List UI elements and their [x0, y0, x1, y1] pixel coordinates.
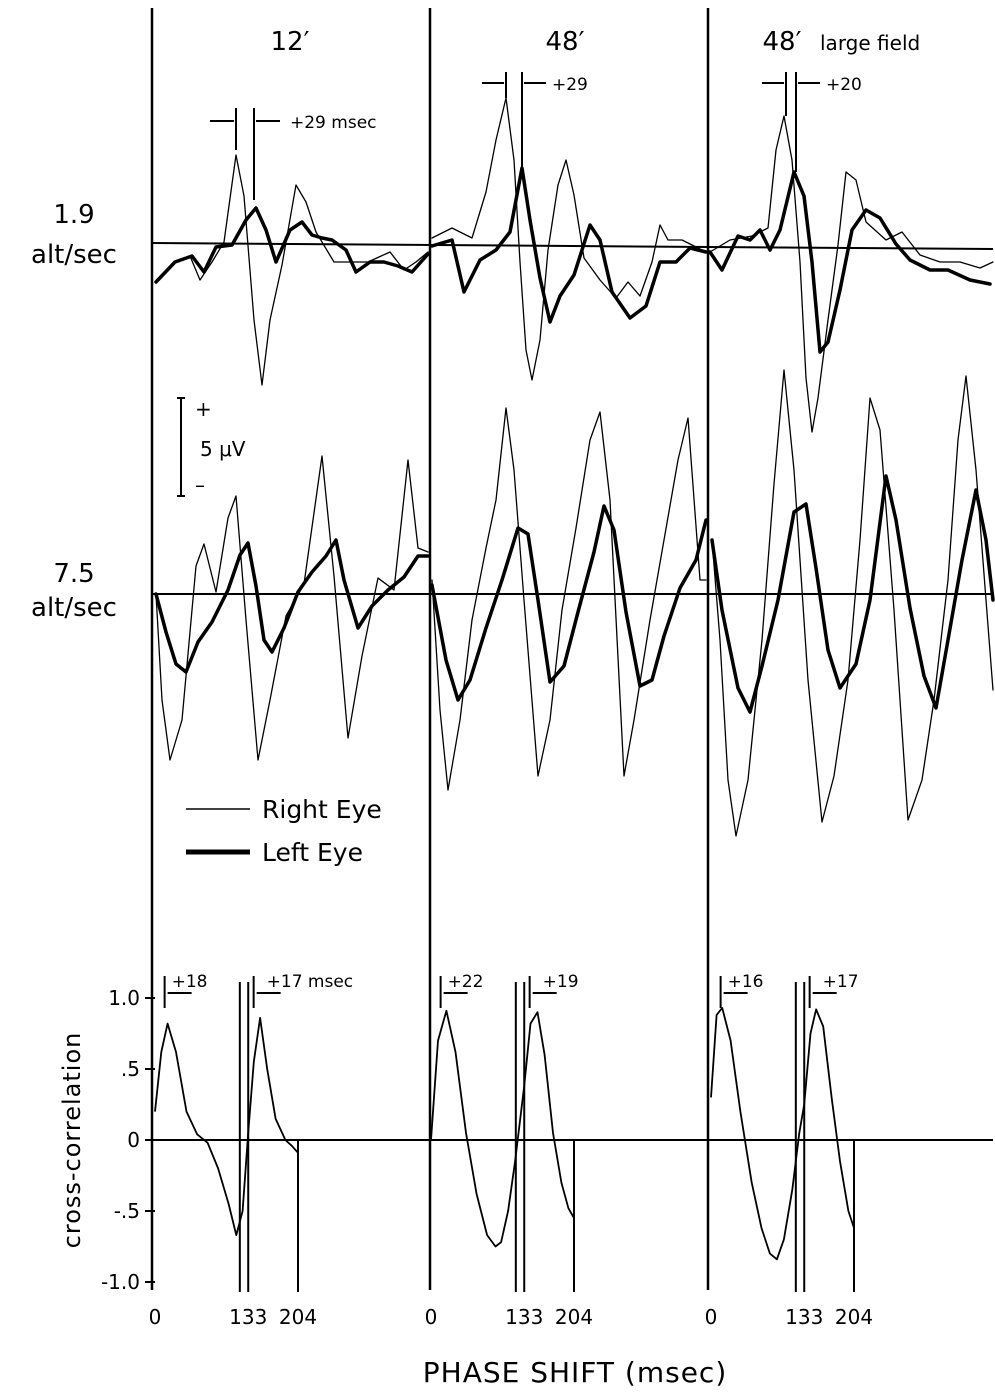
cc-delay-label: +22	[448, 972, 484, 992]
y-tick-label: -.5	[114, 1199, 140, 1223]
cross-correlation-panels: 0 133 204 +18 +17 msec 0 133 204 +22 +19 0 133 204 +1…	[149, 972, 873, 1329]
x-tick-label: 204	[279, 1305, 317, 1329]
trace-right-1-9-c	[709, 115, 994, 433]
x-tick-label: 204	[835, 1305, 873, 1329]
row-1-unit: alt/sec	[31, 240, 117, 270]
panel-dividers	[150, 8, 710, 1290]
cc-curve	[154, 1017, 299, 1236]
trace-right-7-5-a	[155, 455, 429, 761]
legend: Right Eye Left Eye	[186, 795, 382, 867]
cc-delay-label: +16	[728, 972, 764, 992]
x-tick-label: 133	[785, 1305, 823, 1329]
x-tick-label: 133	[229, 1305, 267, 1329]
delay-markers-1-9	[210, 72, 820, 200]
cc-delay-label: +19	[543, 972, 579, 992]
trace-right-7-5-b	[431, 407, 707, 791]
trace-left-7-5-b	[430, 504, 708, 702]
trace-right-1-9-b	[431, 97, 707, 381]
cc-delay-label: +18	[172, 972, 208, 992]
scale-bar-plus: +	[195, 397, 212, 421]
x-tick-label: 204	[555, 1305, 593, 1329]
scale-bar-minus: –	[195, 473, 205, 497]
row-2-rate: 7.5	[53, 559, 94, 589]
phase-shift-xlabel: PHASE SHIFT (msec)	[423, 1356, 728, 1389]
trace-left-1-9-c	[708, 170, 992, 354]
row-1-rate: 1.9	[53, 200, 94, 230]
delay-label-1-9-panel-1: +29 msec	[290, 113, 377, 133]
cc-delay-label: +17 msec	[267, 972, 354, 992]
y-tick-label: 0	[127, 1128, 140, 1152]
panel-title-1: 12′	[271, 27, 310, 57]
y-tick-label: -1.0	[101, 1270, 140, 1294]
trace-left-1-9-a	[154, 206, 430, 284]
scale-bar-label: 5 μV	[200, 437, 246, 461]
baseline-1-9	[151, 242, 994, 250]
trace-left-1-9-b	[430, 166, 708, 324]
trace-right-7-5-c	[711, 369, 994, 837]
cc-delay-label: +17	[823, 972, 859, 992]
x-tick-label: 0	[705, 1305, 718, 1329]
legend-label-right-eye: Right Eye	[262, 795, 382, 824]
panel-title-3-extra: large field	[820, 31, 920, 55]
delay-label-1-9-panel-2: +29	[552, 75, 588, 95]
delay-label-1-9-panel-3: +20	[826, 75, 862, 95]
x-tick-label: 133	[505, 1305, 543, 1329]
cc-panel-1: 0 133 204 +18 +17 msec	[149, 972, 354, 1329]
cc-curve	[710, 1007, 855, 1261]
x-tick-label: 0	[425, 1305, 438, 1329]
cross-correlation-ylabel: cross-correlation	[58, 1032, 86, 1249]
cc-panel-3: 0 133 204 +16 +17	[705, 972, 873, 1329]
x-tick-label: 0	[149, 1305, 162, 1329]
cc-panel-2: 0 133 204 +22 +19	[425, 972, 593, 1329]
panel-title-2: 48′	[546, 27, 585, 57]
panel-title-3: 48′	[763, 27, 802, 57]
trace-right-1-9-a	[155, 154, 429, 386]
y-tick-label: 1.0	[108, 986, 140, 1010]
cc-curve	[430, 1009, 575, 1248]
trace-left-7-5-a	[154, 538, 430, 674]
scale-bar	[177, 397, 185, 497]
vep-traces	[154, 97, 995, 837]
trace-left-7-5-c	[710, 474, 995, 714]
y-tick-label: .5	[121, 1057, 140, 1081]
cross-correlation-axes: 1.0 .5 0 -.5 -1.0	[101, 986, 993, 1294]
legend-label-left-eye: Left Eye	[262, 838, 363, 867]
row-2-unit: alt/sec	[31, 593, 117, 623]
